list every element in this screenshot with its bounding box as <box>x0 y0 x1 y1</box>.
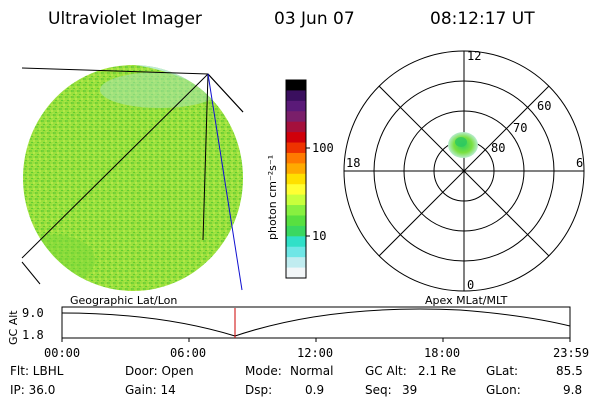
glat-value: 85.5 <box>556 364 583 378</box>
colorbar-segment <box>286 236 306 248</box>
dsp-label: Dsp: <box>245 383 272 397</box>
mode-value: Normal <box>290 364 333 378</box>
colorbar-segment <box>286 163 306 175</box>
mode-label: Mode: <box>245 364 282 378</box>
timeline-x-tick-1800: 18:00 <box>424 346 460 360</box>
colorbar-segment <box>286 246 306 258</box>
gain-info: Gain: 14 <box>125 383 176 397</box>
filter-info: Flt: LBHL <box>10 364 64 378</box>
mlat-label-80: 80 <box>491 141 505 155</box>
colorbar-segment <box>286 90 306 102</box>
colorbar-segment <box>286 225 306 237</box>
timeline-x-tick-2359: 23:59 <box>553 346 589 360</box>
colorbar-segment <box>286 257 306 269</box>
colorbar-segment <box>286 100 306 112</box>
info-panel: Flt: LBHL IP: 36.0 Door: Open Gain: 14 M… <box>10 364 583 397</box>
altitude-timeline: Geographic Lat/Lon Apex MLat/MLT 9.0 1.8… <box>7 294 589 360</box>
date-label: 03 Jun 07 <box>274 9 355 29</box>
colorbar-tick-10: 10 <box>312 229 326 243</box>
ip-info: IP: 36.0 <box>10 383 55 397</box>
earth-image <box>21 65 244 291</box>
aurora-patch <box>448 132 478 158</box>
timeline-x-tick-0000: 00:00 <box>44 346 80 360</box>
timeline-y-tick-1-8: 1.8 <box>22 328 44 342</box>
dsp-value: 0.9 <box>305 383 324 397</box>
timeline-y-axis-label: GC Alt <box>7 310 20 345</box>
colorbar-segment <box>286 132 306 144</box>
glon-label: GLon: <box>486 383 521 397</box>
colorbar-segment <box>286 152 306 164</box>
colorbar-segment <box>286 142 306 154</box>
mlat-label-70: 70 <box>513 121 527 135</box>
timeline-y-tick-9: 9.0 <box>22 306 44 320</box>
timeline-right-title: Apex MLat/MLT <box>425 294 508 307</box>
glon-value: 9.8 <box>563 383 582 397</box>
glat-label: GLat: <box>486 364 518 378</box>
colorbar-segment <box>286 173 306 185</box>
gc-alt-value: 2.1 Re <box>418 364 456 378</box>
mlt-label-18: 18 <box>346 156 360 170</box>
timeline-left-title: Geographic Lat/Lon <box>70 294 177 307</box>
meridian-line <box>21 261 41 285</box>
polar-plot: 12 18 6 0 60 70 80 <box>343 49 585 292</box>
colorbar-tick-100: 100 <box>312 141 334 155</box>
colorbar: 100 10 photon cm⁻²s⁻¹ <box>266 79 334 279</box>
seq-label: Seq: <box>365 383 392 397</box>
meridian-line <box>202 73 209 241</box>
colorbar-segment <box>286 111 306 123</box>
mlt-label-6: 6 <box>576 156 583 170</box>
timeline-x-tick-0600: 06:00 <box>170 346 206 360</box>
meridian-line <box>21 73 209 259</box>
colorbar-segment <box>286 215 306 227</box>
colorbar-segment <box>286 80 306 92</box>
orbit-track-line <box>207 73 243 291</box>
timeline-x-tick-1200: 12:00 <box>297 346 333 360</box>
door-info: Door: Open <box>125 364 194 378</box>
colorbar-segment <box>286 267 306 279</box>
colorbar-segment <box>286 194 306 206</box>
colorbar-segment <box>286 184 306 196</box>
colorbar-unit-label: photon cm⁻²s⁻¹ <box>266 155 279 240</box>
mlt-label-12: 12 <box>467 49 481 63</box>
altitude-curve <box>61 308 571 337</box>
time-label: 08:12:17 UT <box>430 9 535 29</box>
gc-alt-label: GC Alt: <box>365 364 407 378</box>
mlat-label-60: 60 <box>537 99 551 113</box>
mlt-label-0: 0 <box>467 278 474 292</box>
colorbar-segment <box>286 121 306 133</box>
colorbar-segment <box>286 205 306 217</box>
seq-value: 39 <box>402 383 417 397</box>
instrument-title: Ultraviolet Imager <box>48 9 202 29</box>
meridian-line <box>207 73 244 113</box>
